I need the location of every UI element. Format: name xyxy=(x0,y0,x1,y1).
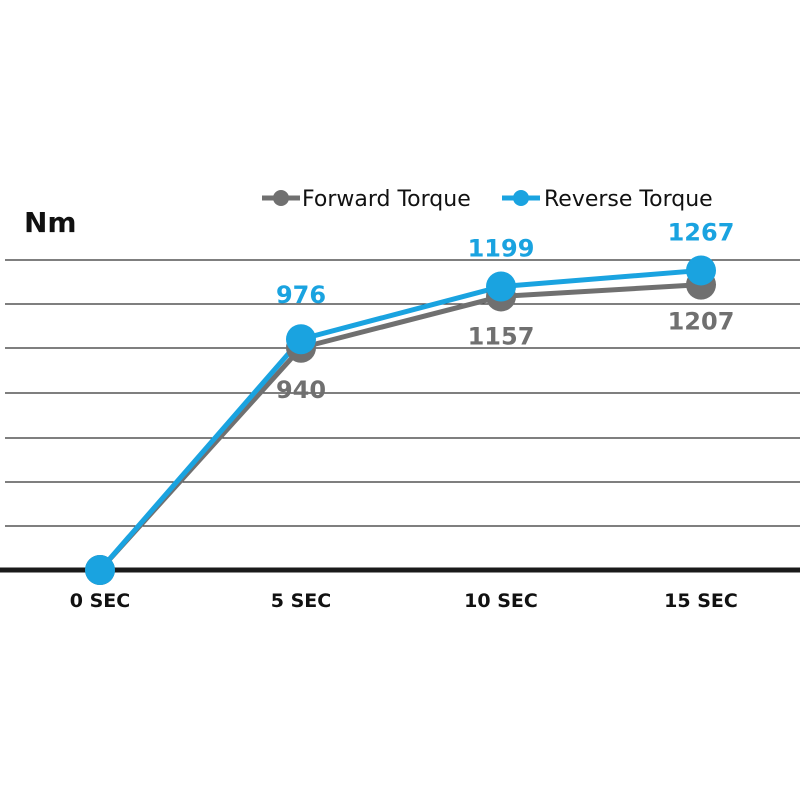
data-label: 1207 xyxy=(668,308,735,336)
x-tick-label: 0 SEC xyxy=(70,590,130,612)
legend: Forward Torque Reverse Torque xyxy=(262,187,713,212)
data-point xyxy=(686,255,716,286)
data-point xyxy=(486,271,516,302)
legend-marker-0 xyxy=(273,190,289,206)
legend-marker-1 xyxy=(513,190,529,206)
legend-label-1: Reverse Torque xyxy=(544,187,713,212)
data-label: 940 xyxy=(276,376,326,404)
data-label: 1157 xyxy=(468,322,535,350)
data-point xyxy=(286,324,316,355)
x-tick-label: 10 SEC xyxy=(464,590,538,612)
data-label: 976 xyxy=(276,281,326,309)
series-lines xyxy=(98,267,702,572)
data-labels: 940 1157 1207 976 1199 1267 xyxy=(276,218,734,403)
x-tick-label: 15 SEC xyxy=(664,590,738,612)
y-axis-label: Nm xyxy=(24,206,77,239)
series-points xyxy=(85,255,716,585)
series-line-1 xyxy=(98,267,702,572)
x-tick-label: 5 SEC xyxy=(271,590,331,612)
data-label: 1199 xyxy=(468,235,535,263)
gridlines xyxy=(5,259,800,527)
series-line-0 xyxy=(98,282,702,572)
data-label: 1267 xyxy=(668,218,735,246)
legend-label-0: Forward Torque xyxy=(302,187,471,212)
data-point xyxy=(85,555,115,585)
x-tick-labels: 0 SEC 5 SEC 10 SEC 15 SEC xyxy=(70,590,738,612)
